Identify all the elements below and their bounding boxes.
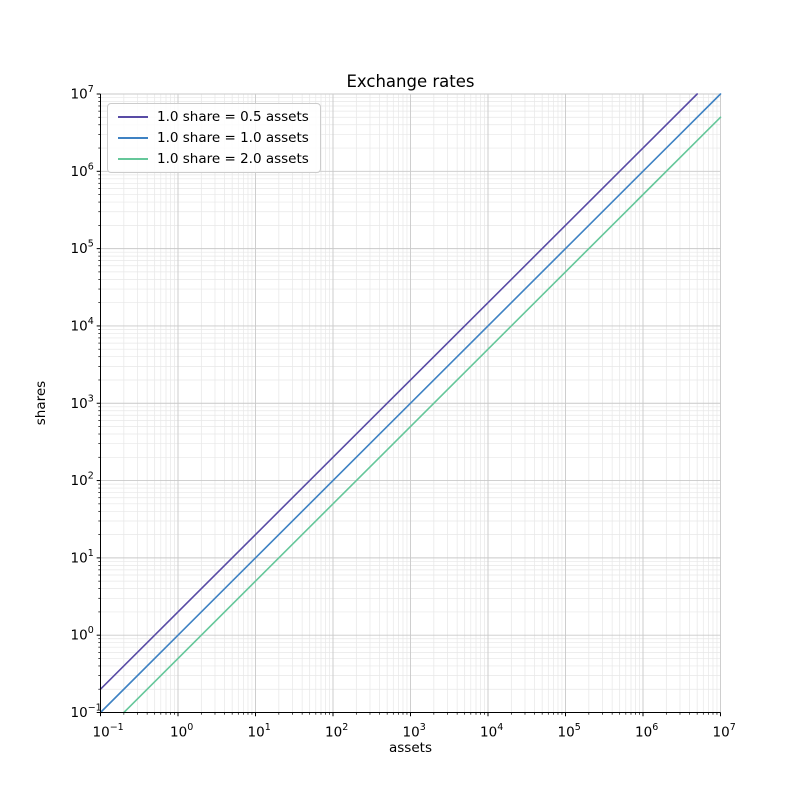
legend-entry: 1.0 share = 2.0 assets: [118, 148, 309, 169]
y-tick-label: 101: [71, 548, 94, 567]
y-tick-label: 10−1: [71, 703, 102, 722]
y-tick-label: 105: [71, 239, 94, 258]
x-tick-label: 100: [170, 722, 193, 741]
legend-entry: 1.0 share = 1.0 assets: [118, 127, 309, 148]
x-tick-label: 103: [403, 722, 426, 741]
legend-entry: 1.0 share = 0.5 assets: [118, 106, 309, 127]
legend-line-swatch: [118, 157, 148, 160]
y-tick-label: 100: [71, 625, 94, 644]
y-tick-label: 104: [71, 316, 94, 335]
y-axis-label: shares: [33, 380, 49, 426]
series-line-0: [99, 93, 698, 691]
x-tick-label: 101: [248, 722, 271, 741]
y-tick-label: 107: [71, 84, 94, 103]
series-line-2: [123, 116, 722, 714]
y-tick-label: 102: [71, 471, 94, 490]
x-tick-label: 106: [635, 722, 658, 741]
x-tick-label: 107: [713, 722, 736, 741]
x-axis-label: assets: [389, 740, 432, 756]
legend-entry-label: 1.0 share = 0.5 assets: [157, 108, 309, 125]
x-tick-label: 10−1: [93, 722, 124, 741]
legend-line-swatch: [118, 115, 148, 118]
y-tick-label: 103: [71, 393, 94, 412]
series-line-1: [99, 93, 722, 714]
x-tick-label: 104: [480, 722, 503, 741]
legend-entry-label: 1.0 share = 2.0 assets: [157, 150, 309, 167]
chart-title: Exchange rates: [346, 72, 475, 91]
legend-line-swatch: [118, 136, 148, 139]
y-tick-label: 106: [71, 161, 94, 180]
legend: 1.0 share = 0.5 assets 1.0 share = 1.0 as…: [107, 103, 321, 173]
legend-entry-label: 1.0 share = 1.0 assets: [157, 129, 309, 146]
x-tick-label: 102: [325, 722, 348, 741]
x-tick-label: 105: [558, 722, 581, 741]
